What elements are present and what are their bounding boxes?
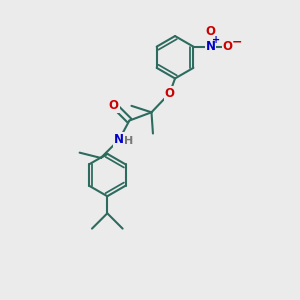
Text: N: N <box>114 133 124 146</box>
Text: N: N <box>206 40 215 53</box>
Text: O: O <box>223 40 232 53</box>
Text: O: O <box>165 87 175 100</box>
Text: −: − <box>232 36 242 49</box>
Text: H: H <box>124 136 133 146</box>
Text: +: + <box>212 35 220 45</box>
Text: O: O <box>109 99 119 112</box>
Text: O: O <box>206 25 215 38</box>
